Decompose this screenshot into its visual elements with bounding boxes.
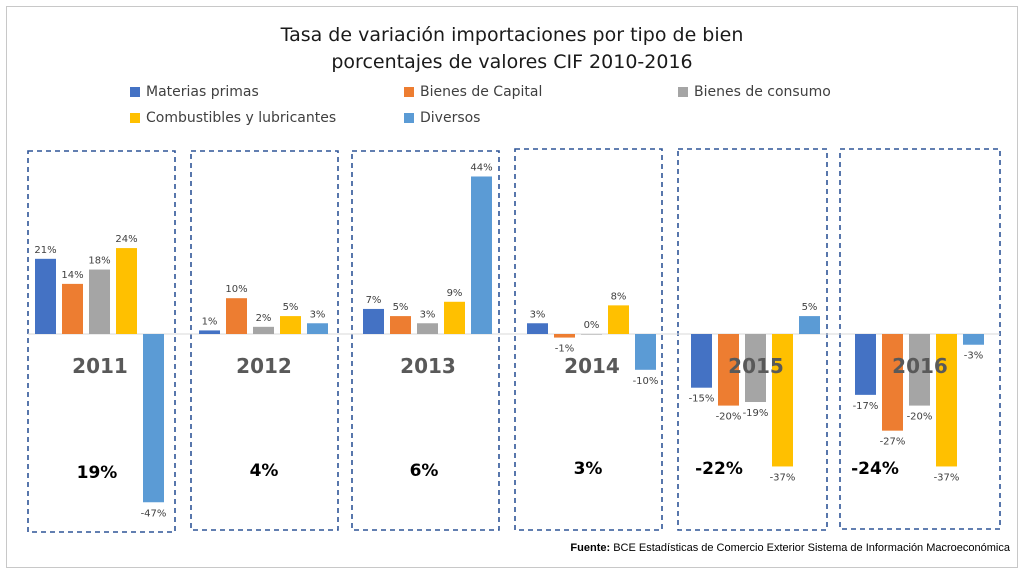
value-label: 5%	[393, 302, 409, 313]
group-total: -24%	[851, 459, 899, 479]
value-label: -27%	[880, 437, 906, 448]
bar-2011-1	[35, 258, 56, 334]
category-label: 2016	[892, 354, 948, 378]
bar-2015-2	[718, 334, 739, 406]
bar-2014-4	[608, 305, 629, 334]
bar-2011-5	[143, 334, 164, 503]
group-total: -22%	[695, 459, 743, 479]
legend-swatch	[404, 113, 414, 123]
value-label: -20%	[716, 412, 742, 423]
year-box-2015	[677, 148, 828, 531]
legend-item-materias-primas: Materias primas	[130, 84, 259, 100]
bar-2016-2	[882, 334, 903, 431]
value-label: 0%	[584, 320, 600, 331]
value-label: 1%	[202, 316, 218, 327]
value-label: -37%	[934, 472, 960, 483]
group-total: 3%	[574, 459, 603, 479]
bar-2013-1	[363, 308, 384, 334]
bar-2011-4	[116, 248, 137, 334]
value-label: 14%	[61, 270, 83, 281]
value-label: 24%	[115, 234, 137, 245]
value-label: 2%	[256, 313, 272, 324]
value-label: 5%	[802, 302, 818, 313]
legend-label: Bienes de consumo	[694, 84, 831, 100]
bar-2012-1	[199, 330, 220, 334]
source-text: BCE Estadísticas de Comercio Exterior Si…	[613, 542, 1010, 554]
legend-item-bienes-de-capital: Bienes de Capital	[404, 84, 542, 100]
value-label: -10%	[633, 376, 659, 387]
group-total: 19%	[77, 463, 118, 483]
value-label: -47%	[141, 508, 167, 519]
legend-label: Materias primas	[146, 84, 259, 100]
value-label: 7%	[366, 295, 382, 306]
category-label: 2015	[728, 354, 784, 378]
value-label: -17%	[853, 401, 879, 412]
bar-2011-3	[89, 269, 110, 334]
value-label: -1%	[555, 344, 574, 355]
category-label: 2011	[72, 354, 128, 378]
value-label: -20%	[907, 412, 933, 423]
legend-item-diversos: Diversos	[404, 110, 480, 126]
bar-2016-3	[909, 334, 930, 406]
value-label: 8%	[611, 291, 627, 302]
bar-2015-1	[691, 334, 712, 388]
bar-2016-5	[963, 334, 984, 345]
chart-subtitle: porcentajes de valores CIF 2010-2016	[331, 51, 693, 73]
bar-2013-3	[417, 323, 438, 334]
bar-2012-2	[226, 298, 247, 334]
bar-2012-3	[253, 326, 274, 334]
year-box-2014	[514, 148, 663, 531]
category-label: 2014	[564, 354, 620, 378]
value-label: 44%	[470, 162, 492, 173]
legend-swatch	[130, 87, 140, 97]
legend-label: Diversos	[420, 110, 481, 126]
value-label: 18%	[88, 256, 110, 267]
value-label: 10%	[225, 284, 247, 295]
bar-2014-5	[635, 334, 656, 370]
bar-2013-4	[444, 301, 465, 334]
source-note: Fuente: BCE Estadísticas de Comercio Ext…	[570, 542, 1010, 554]
legend-item-bienes-de-consumo: Bienes de consumo	[678, 84, 831, 100]
category-label: 2012	[236, 354, 292, 378]
group-total: 4%	[250, 461, 279, 481]
value-label: -19%	[743, 408, 769, 419]
value-label: -15%	[689, 394, 715, 405]
source-label: Fuente:	[570, 542, 611, 554]
bar-2015-3	[745, 334, 766, 403]
category-label: 2013	[400, 354, 456, 378]
legend-swatch	[404, 87, 414, 97]
legend-swatch	[678, 87, 688, 97]
value-label: 9%	[447, 288, 463, 299]
legend-item-combustibles: Combustibles y lubricantes	[130, 110, 336, 126]
bar-2014-2	[554, 334, 575, 338]
legend-label: Bienes de Capital	[420, 84, 543, 100]
value-label: 3%	[310, 309, 326, 320]
value-label: -37%	[770, 472, 796, 483]
year-box-2011	[27, 150, 176, 533]
value-label: 3%	[420, 309, 436, 320]
value-label: 21%	[34, 245, 56, 256]
value-label: 5%	[283, 302, 299, 313]
bar-2013-5	[471, 176, 492, 334]
bar-2012-4	[280, 316, 301, 334]
bar-2012-5	[307, 323, 328, 334]
legend-swatch	[130, 113, 140, 123]
bar-2015-4	[772, 334, 793, 467]
bar-2016-1	[855, 334, 876, 395]
legend-label: Combustibles y lubricantes	[146, 110, 337, 126]
bar-2016-4	[936, 334, 957, 467]
value-label: 3%	[530, 309, 546, 320]
group-total: 6%	[410, 461, 439, 481]
bar-2011-2	[62, 283, 83, 334]
bar-2015-5	[799, 316, 820, 334]
value-label: -3%	[964, 351, 983, 362]
bar-2013-2	[390, 316, 411, 334]
bar-2014-3	[581, 334, 602, 335]
bar-2014-1	[527, 323, 548, 334]
chart-title: Tasa de variación importaciones por tipo…	[280, 24, 744, 46]
year-box-2012	[190, 150, 339, 531]
year-box-2013	[351, 150, 500, 531]
